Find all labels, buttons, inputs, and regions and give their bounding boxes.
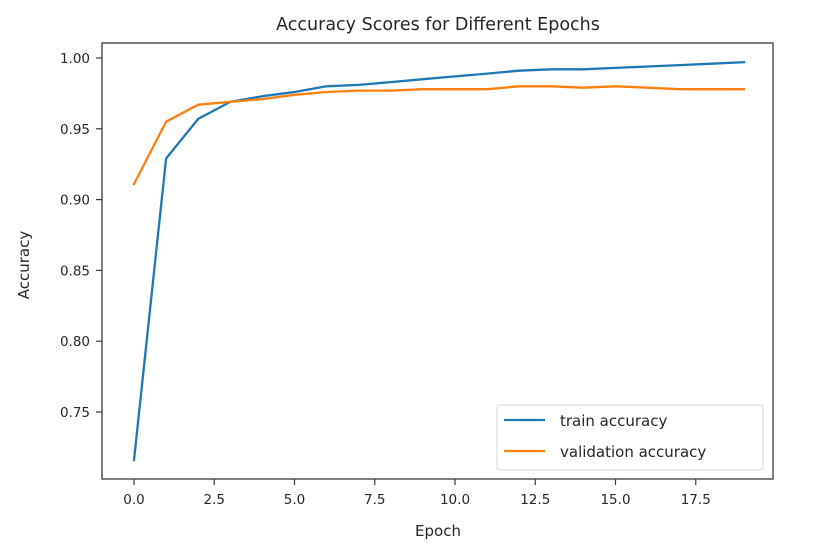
x-tick-label: 5.0 xyxy=(284,492,305,508)
x-tick-label: 0.0 xyxy=(123,492,144,508)
legend-label-train: train accuracy xyxy=(560,412,667,430)
x-tick-label: 15.0 xyxy=(600,492,630,508)
y-tick-label: 0.90 xyxy=(60,193,90,209)
series-line-train xyxy=(132,60,746,462)
y-tick-label: 0.80 xyxy=(60,334,90,350)
x-axis-ticks: 0.0 2.5 5.0 7.5 10.0 12.5 15.0 17.5 xyxy=(123,479,711,508)
chart-title: Accuracy Scores for Different Epochs xyxy=(276,15,600,35)
legend-label-validation: validation accuracy xyxy=(560,443,706,461)
y-axis-label: Accuracy xyxy=(15,231,33,300)
legend-box xyxy=(496,404,764,471)
y-tick-label: 0.85 xyxy=(60,263,90,279)
x-tick-label: 2.5 xyxy=(204,492,225,508)
x-tick-label: 7.5 xyxy=(364,492,385,508)
x-tick-label: 12.5 xyxy=(520,492,550,508)
y-axis-ticks: 0.75 0.80 0.85 0.90 0.95 1.00 xyxy=(60,51,102,421)
y-tick-label: 0.75 xyxy=(60,405,90,421)
plot-area xyxy=(101,42,774,480)
legend: train accuracy validation accuracy xyxy=(496,404,764,471)
y-tick-label: 0.95 xyxy=(60,122,90,138)
axes-frame xyxy=(101,42,774,480)
y-tick-label: 1.00 xyxy=(60,51,90,67)
x-tick-label: 10.0 xyxy=(440,492,470,508)
x-axis-label: Epoch xyxy=(415,522,461,540)
series-line-validation xyxy=(132,85,746,186)
series-layer xyxy=(132,60,746,462)
x-tick-label: 17.5 xyxy=(681,492,711,508)
